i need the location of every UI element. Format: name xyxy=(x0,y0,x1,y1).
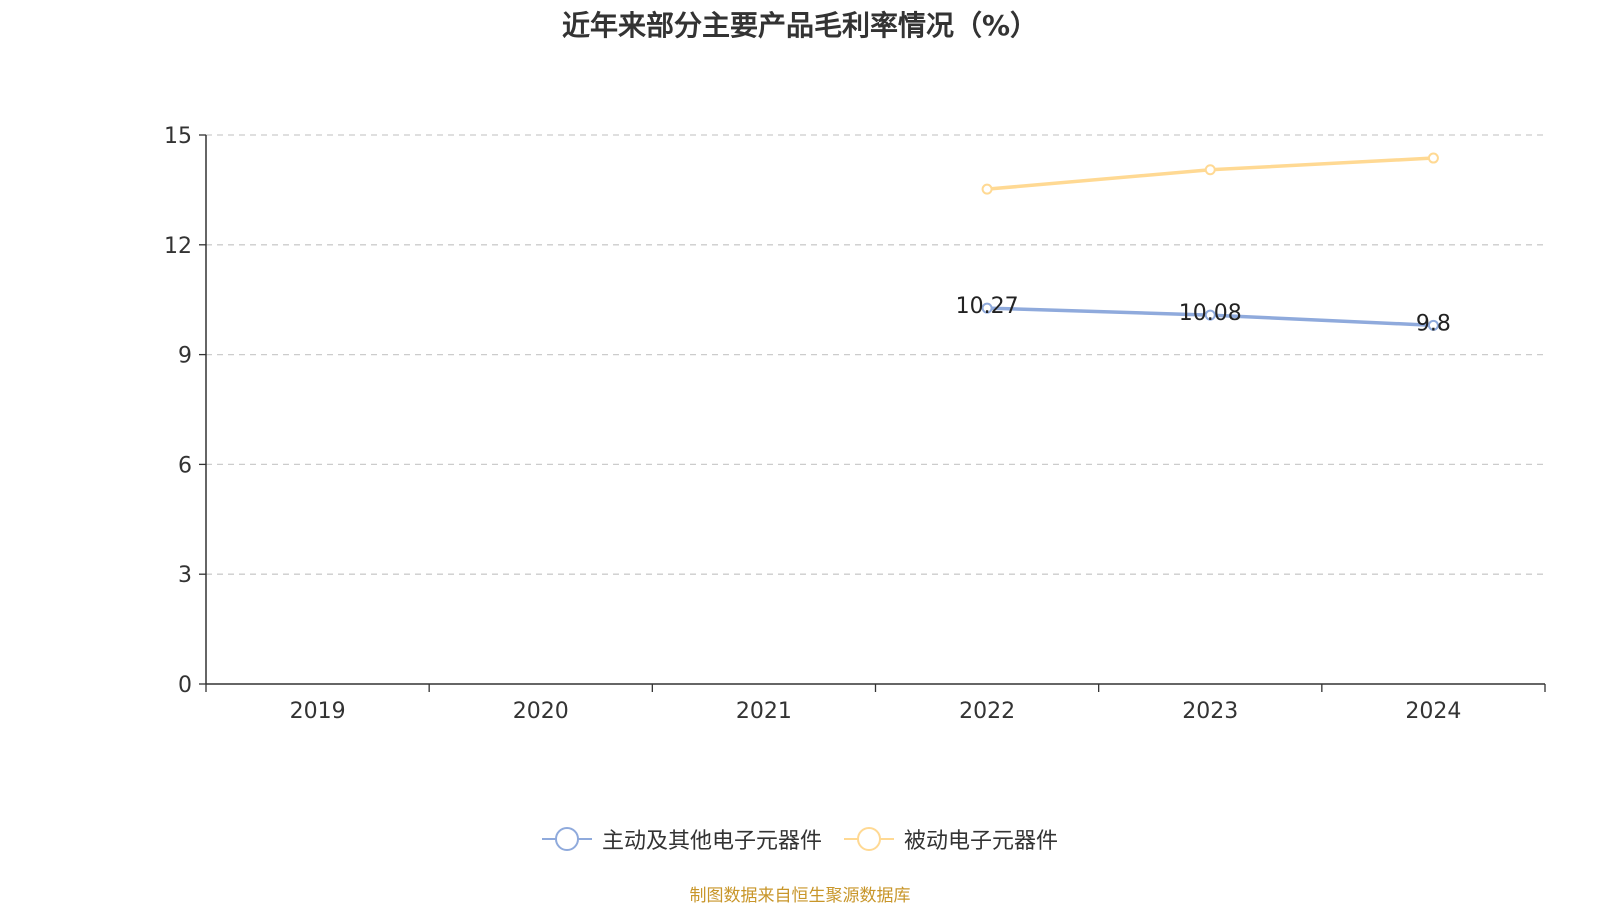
source-note: 制图数据来自恒生聚源数据库 xyxy=(689,886,911,906)
grid-lines xyxy=(206,134,1545,575)
data-point[interactable] xyxy=(981,183,993,195)
data-labels: 10.27 10.08 9.8 xyxy=(956,294,1451,336)
x-tick-label: 2020 xyxy=(513,699,569,724)
axes: 0 3 6 9 12 15 2019 2020 2021 2022 2023 2024 xyxy=(164,124,1546,724)
series-lines xyxy=(981,152,1439,331)
data-label: 10.27 xyxy=(956,294,1019,319)
y-tick-label: 6 xyxy=(178,453,192,478)
data-point[interactable] xyxy=(1427,152,1439,164)
legend-item-active-components[interactable]: 主动及其他电子元器件 xyxy=(541,823,822,855)
data-label: 9.8 xyxy=(1416,311,1451,336)
data-point[interactable] xyxy=(981,302,993,314)
legend-line-circle-icon xyxy=(541,826,592,852)
x-tick-label: 2021 xyxy=(736,699,792,724)
y-tick-label: 0 xyxy=(178,673,192,698)
x-tick-label: 2019 xyxy=(290,699,346,724)
data-point[interactable] xyxy=(1427,319,1439,331)
legend-item-passive-components[interactable]: 被动电子元器件 xyxy=(844,823,1058,855)
x-tick-label: 2023 xyxy=(1182,699,1238,724)
data-point[interactable] xyxy=(1204,309,1216,321)
data-label: 10.08 xyxy=(1179,301,1242,326)
y-tick-label: 12 xyxy=(164,234,192,259)
x-tick-label: 2022 xyxy=(959,699,1015,724)
legend-label: 主动及其他电子元器件 xyxy=(601,829,822,854)
y-tick-label: 15 xyxy=(164,124,192,149)
legend-line-circle-icon xyxy=(844,826,894,852)
x-tick-label: 2024 xyxy=(1405,699,1461,724)
y-tick-label: 3 xyxy=(178,563,192,588)
legend-label: 被动电子元器件 xyxy=(904,829,1059,854)
y-tick-label: 9 xyxy=(178,344,192,369)
legend: 主动及其他电子元器件 被动电子元器件 xyxy=(0,823,1600,855)
chart-title: 近年来部分主要产品毛利率情况（%） xyxy=(561,9,1039,42)
data-point[interactable] xyxy=(1204,164,1216,176)
